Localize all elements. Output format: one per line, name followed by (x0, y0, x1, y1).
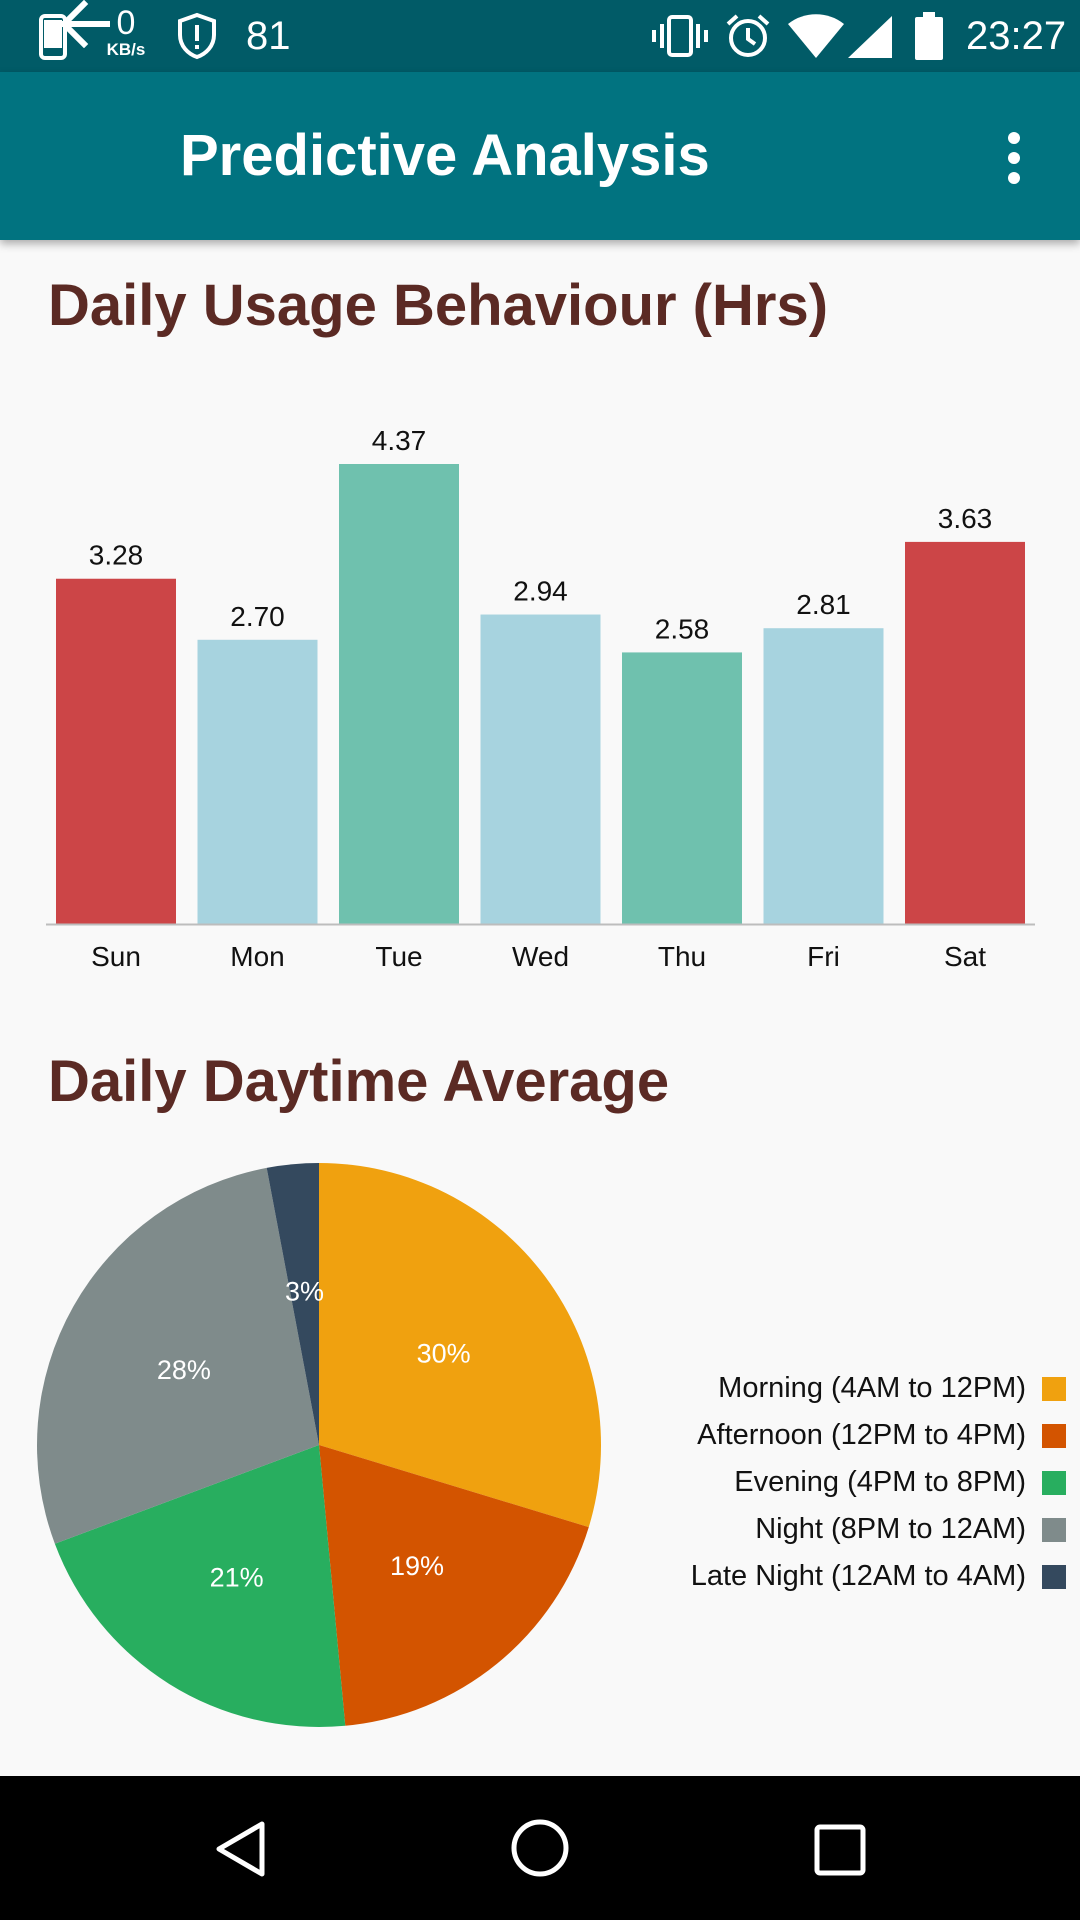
network-speed: 0 KB/s (96, 6, 156, 60)
pie-value-label: 19% (390, 1551, 444, 1581)
legend-item: Afternoon (12PM to 4PM) (691, 1412, 1066, 1459)
x-tick-label: Mon (230, 941, 284, 972)
legend-swatch (1042, 1376, 1066, 1401)
page-title: Predictive Analysis (180, 123, 710, 188)
bar-fri (763, 628, 884, 924)
bar-wed (480, 614, 601, 924)
bar-value-label: 2.70 (230, 601, 285, 632)
x-tick-label: Tue (375, 941, 422, 972)
legend-swatch (1042, 1470, 1066, 1495)
legend-swatch (1042, 1517, 1066, 1542)
legend-swatch (1042, 1423, 1066, 1448)
pie-value-label: 21% (210, 1562, 264, 1592)
pie-slice (54, 1445, 346, 1727)
legend-label: Night (8PM to 12AM) (755, 1513, 1026, 1545)
x-tick-label: Fri (807, 941, 840, 972)
bar-tue (339, 464, 459, 924)
bar-chart-title: Daily Usage Behaviour (Hrs) (48, 273, 829, 338)
pie-slice (36, 1167, 319, 1544)
bar-sun (56, 578, 176, 924)
bar-mon (197, 639, 318, 924)
pie-value-label: 28% (157, 1355, 211, 1385)
bar-value-label: 2.94 (513, 576, 568, 607)
shield-icon (178, 12, 216, 60)
recents-square-icon[interactable] (814, 1824, 866, 1876)
legend-item: Evening (4PM to 8PM) (691, 1459, 1066, 1506)
wifi-icon (788, 14, 844, 58)
x-tick-label: Sat (944, 941, 986, 972)
legend-item: Late Night (12AM to 4AM) (691, 1553, 1066, 1600)
bar-value-label: 3.28 (89, 540, 144, 571)
vibrate-icon (652, 15, 708, 57)
pie-slice (266, 1163, 319, 1445)
legend-label: Afternoon (12PM to 4PM) (697, 1419, 1026, 1451)
pie-value-label: 30% (417, 1339, 471, 1369)
pie-slice (319, 1445, 589, 1726)
phone-icon (39, 14, 67, 60)
bar-value-label: 4.37 (372, 425, 427, 456)
bar-value-label: 2.81 (796, 589, 851, 620)
legend-item: Morning (4AM to 12PM) (691, 1365, 1066, 1412)
x-tick-label: Thu (658, 941, 706, 972)
x-tick-label: Sun (91, 941, 141, 972)
legend-label: Morning (4AM to 12PM) (718, 1372, 1026, 1404)
bar-sat (905, 541, 1025, 924)
bar-value-label: 2.58 (655, 613, 710, 644)
status-time: 23:27 (966, 14, 1067, 58)
network-speed-unit: KB/s (106, 40, 146, 59)
network-speed-value: 0 (116, 4, 136, 42)
legend-item: Night (8PM to 12AM) (691, 1506, 1066, 1553)
app-bar: Predictive Analysis (0, 0, 1080, 240)
navigation-bar (0, 1776, 1080, 1920)
status-bar: 0 KB/s 81 23:27 (0, 0, 1080, 72)
home-circle-icon[interactable] (510, 1818, 570, 1878)
pie-value-label: 3% (285, 1277, 324, 1307)
x-tick-label: Wed (512, 941, 569, 972)
pie-chart: 30% 19% 21% 28% 3% (36, 1163, 601, 1727)
arrow-left-icon[interactable] (58, 0, 110, 48)
alarm-icon (726, 14, 770, 57)
battery-icon (915, 12, 943, 60)
legend-swatch (1042, 1564, 1066, 1589)
back-triangle-icon[interactable] (214, 1820, 266, 1878)
pie-slice (319, 1163, 601, 1528)
legend-label: Late Night (12AM to 4AM) (690, 1560, 1026, 1592)
bar-chart: 3.28 Sun 2.70 Mon 4.37 Tue 2.94 Wed 2.58 Thu 2.81 F… (46, 425, 1035, 972)
signal-icon (848, 16, 892, 58)
pie-legend: Morning (4AM to 12PM) Afternoon (12PM to … (691, 1365, 1066, 1600)
bar-thu (622, 652, 742, 924)
more-vert-icon[interactable] (996, 132, 1032, 184)
notification-count: 81 (246, 14, 291, 58)
bar-value-label: 3.63 (938, 503, 993, 534)
legend-label: Evening (4PM to 8PM) (734, 1466, 1026, 1498)
pie-chart-title: Daily Daytime Average (48, 1049, 670, 1114)
